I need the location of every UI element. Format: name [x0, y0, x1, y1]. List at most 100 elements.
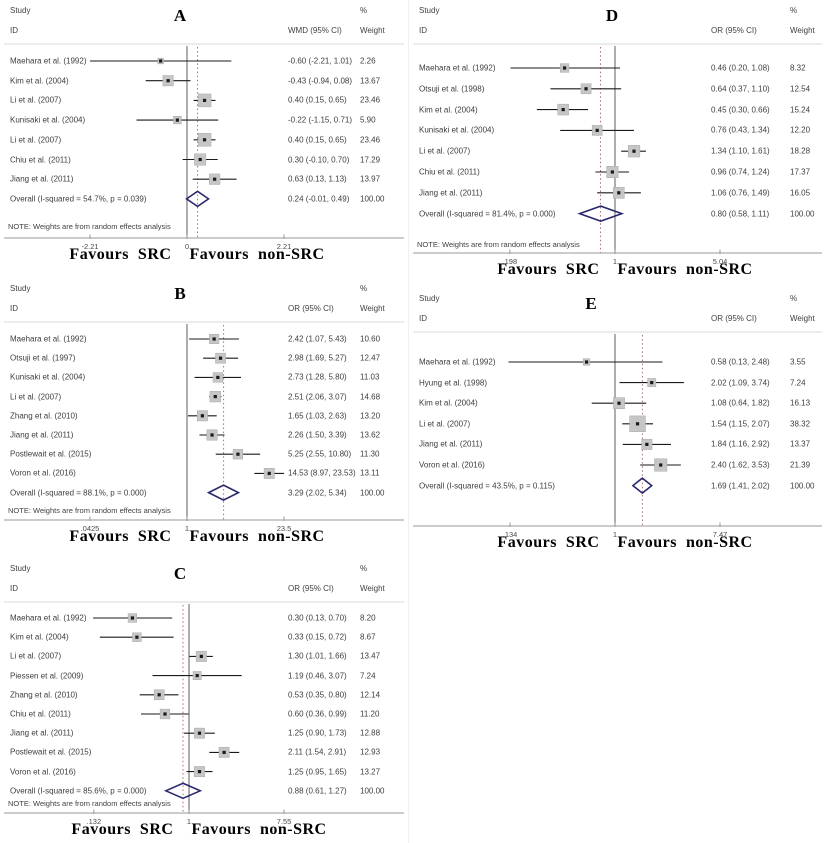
point-estimate-marker: [645, 442, 649, 446]
study-label: Li et al. (2007): [10, 651, 62, 661]
weight-text: 23.46: [360, 95, 381, 105]
forest-plot-canvas-A: [4, 43, 404, 239]
study-label: Postlewait et al. (2015): [10, 747, 92, 757]
effect-ci-text: -0.60 (-2.21, 1.01): [288, 56, 353, 66]
weight-text: 12.93: [360, 747, 381, 757]
effect-ci-text: 0.63 (0.13, 1.13): [288, 174, 347, 184]
weight-text: 8.67: [360, 632, 376, 642]
forest-panel-D: Study ID% Weight OR (95% CI) D Maehara et al.…: [409, 0, 825, 288]
point-estimate-marker: [212, 337, 216, 341]
weight-text: 13.27: [360, 767, 381, 777]
effect-ci-text: 0.58 (0.13, 2.48): [711, 357, 770, 367]
study-label: Maehara et al. (1992): [419, 63, 496, 73]
random-effects-note: NOTE: Weights are from random effects an…: [8, 506, 171, 515]
effect-ci-text: 0.30 (-0.10, 0.70): [288, 155, 350, 164]
weight-text: 12.20: [790, 125, 811, 135]
forest-panel-E: Study ID% Weight OR (95% CI) E Maehara et al.…: [409, 288, 825, 570]
point-estimate-marker: [561, 108, 565, 112]
effect-ci-text: 1.34 (1.10, 1.61): [711, 146, 770, 156]
effect-ci-text: 2.40 (1.62, 3.53): [711, 460, 770, 470]
weight-text: 13.62: [360, 430, 381, 440]
column-header-weight: Weight: [790, 314, 815, 323]
column-header-effect: WMD (95% CI): [288, 26, 342, 35]
overall-ci-text: 0.80 (0.58, 1.11): [711, 209, 770, 219]
effect-ci-text: 0.96 (0.74, 1.24): [711, 167, 770, 177]
effect-ci-text: 0.64 (0.37, 1.10): [711, 84, 770, 94]
weight-text: 23.46: [360, 135, 381, 145]
effect-ci-text: -0.43 (-0.94, 0.08): [288, 76, 353, 86]
study-label: Voron et al. (2016): [10, 767, 76, 777]
point-estimate-marker: [267, 471, 271, 475]
column-header-percent: %: [790, 6, 798, 15]
overall-ci-text: 0.88 (0.61, 1.27): [288, 786, 347, 796]
effect-ci-text: 0.53 (0.35, 0.80): [288, 690, 347, 700]
effect-ci-text: 2.02 (1.09, 3.74): [711, 378, 770, 388]
weight-text: 2.26: [360, 56, 376, 66]
weight-text: 21.39: [790, 460, 811, 470]
column-header-id: ID: [419, 26, 427, 35]
weight-text: 38.32: [790, 419, 811, 429]
x-axis-tick-label: .0425: [80, 524, 100, 533]
study-label: Maehara et al. (1992): [10, 613, 87, 623]
point-estimate-marker: [163, 712, 167, 716]
x-axis-tick-label: 1: [612, 530, 618, 539]
study-label: Zhang et al. (2010): [10, 690, 78, 700]
weight-text: 12.47: [360, 353, 381, 363]
favours-caption: Favours SRC Favours non-SRC: [497, 534, 753, 551]
study-label: Kim et al. (2004): [10, 76, 69, 86]
effect-ci-text: 1.06 (0.76, 1.49): [711, 188, 770, 198]
effect-ci-text: 0.30 (0.13, 0.70): [288, 613, 347, 623]
favours-caption: Favours SRC Favours non-SRC: [69, 528, 325, 545]
point-estimate-marker: [213, 177, 217, 181]
study-label: Maehara et al. (1992): [419, 357, 496, 367]
study-label: Chiu et al. (2011): [10, 155, 71, 164]
column-header-weight: Weight: [360, 304, 385, 313]
point-estimate-marker: [222, 750, 226, 754]
forest-panel-B: Study ID% Weight OR (95% CI) B Maehara et al.…: [0, 278, 408, 558]
column-header-weight: Weight: [360, 26, 385, 35]
weight-text: 12.54: [790, 84, 811, 94]
point-estimate-marker: [197, 731, 202, 735]
point-estimate-marker: [202, 138, 207, 142]
left-panel-column: Study ID% Weight WMD (95% CI) A Maehara et al…: [0, 0, 408, 843]
weight-text: 8.32: [790, 63, 806, 73]
x-axis-tick-label: 1: [184, 524, 190, 533]
effect-ci-text: 2.42 (1.07, 5.43): [288, 334, 347, 344]
effect-ci-text: 1.30 (1.01, 1.66): [288, 651, 347, 661]
column-header-effect: OR (95% CI): [711, 26, 757, 35]
point-estimate-marker: [617, 191, 621, 195]
study-label: Zhang et al. (2010): [10, 411, 78, 421]
study-label: Voron et al. (2016): [419, 460, 485, 470]
study-label: Kim et al. (2004): [10, 632, 69, 642]
weight-text: 13.67: [360, 76, 381, 86]
weight-text: 16.13: [790, 398, 811, 408]
panel-letter-C: C: [173, 564, 187, 583]
x-axis-tick-label: 2.21: [276, 242, 292, 251]
panel-letter-E: E: [585, 294, 597, 313]
overall-weight-text: 100.00: [360, 194, 385, 204]
point-estimate-marker: [610, 170, 614, 174]
point-estimate-marker: [632, 149, 636, 153]
overall-ci-text: 3.29 (2.02, 5.34): [288, 488, 347, 498]
point-estimate-marker: [213, 395, 217, 399]
effect-ci-text: 1.08 (0.64, 1.82): [711, 398, 770, 408]
study-label: Li et al. (2007): [10, 135, 62, 145]
point-estimate-marker: [635, 422, 640, 426]
panel-letter-B: B: [174, 284, 186, 303]
weight-text: 13.11: [360, 468, 380, 478]
weight-text: 7.24: [360, 671, 376, 681]
favours-caption: Favours SRC Favours non-SRC: [69, 246, 325, 263]
study-label: Kim et al. (2004): [419, 398, 478, 408]
effect-ci-text: 0.33 (0.15, 0.72): [288, 632, 347, 642]
point-estimate-marker: [166, 79, 170, 83]
forest-plot-canvas-D: [413, 43, 822, 254]
point-estimate-marker: [584, 360, 589, 364]
weight-text: 16.05: [790, 188, 811, 198]
x-axis-tick-label: 5.04: [712, 257, 728, 266]
random-effects-note: NOTE: Weights are from random effects an…: [417, 240, 580, 249]
study-label: Jiang et al. (2011): [10, 430, 74, 440]
study-label: Jiang et al. (2011): [10, 174, 74, 184]
x-axis-tick-label: 0: [184, 242, 190, 251]
favours-caption: Favours SRC Favours non-SRC: [71, 821, 327, 838]
